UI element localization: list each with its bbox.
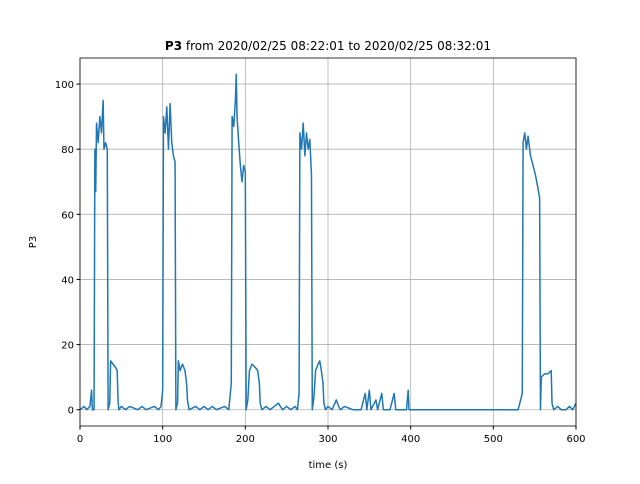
chart-title: P3 from 2020/02/25 08:22:01 to 2020/02/2… bbox=[165, 39, 491, 53]
y-tick-label: 40 bbox=[61, 275, 74, 286]
x-tick-label: 400 bbox=[401, 434, 420, 445]
y-tick-label: 0 bbox=[68, 406, 74, 417]
y-axis-label: P3 bbox=[28, 236, 39, 248]
x-axis-label: time (s) bbox=[309, 460, 348, 471]
x-tick-label: 500 bbox=[484, 434, 503, 445]
x-tick-label: 200 bbox=[236, 434, 255, 445]
y-tick-label: 80 bbox=[61, 145, 74, 156]
x-tick-label: 0 bbox=[77, 434, 83, 445]
y-tick-label: 60 bbox=[61, 210, 74, 221]
data-line bbox=[79, 73, 577, 411]
title-rest: from 2020/02/25 08:22:01 to 2020/02/25 0… bbox=[186, 39, 491, 53]
x-tick-label: 100 bbox=[153, 434, 172, 445]
title-bold: P3 bbox=[165, 39, 182, 53]
plot-frame bbox=[79, 57, 577, 427]
x-tick-label: 600 bbox=[566, 434, 585, 445]
x-tick-label: 300 bbox=[318, 434, 337, 445]
y-tick-label: 100 bbox=[55, 80, 74, 91]
y-tick-label: 20 bbox=[61, 341, 74, 352]
